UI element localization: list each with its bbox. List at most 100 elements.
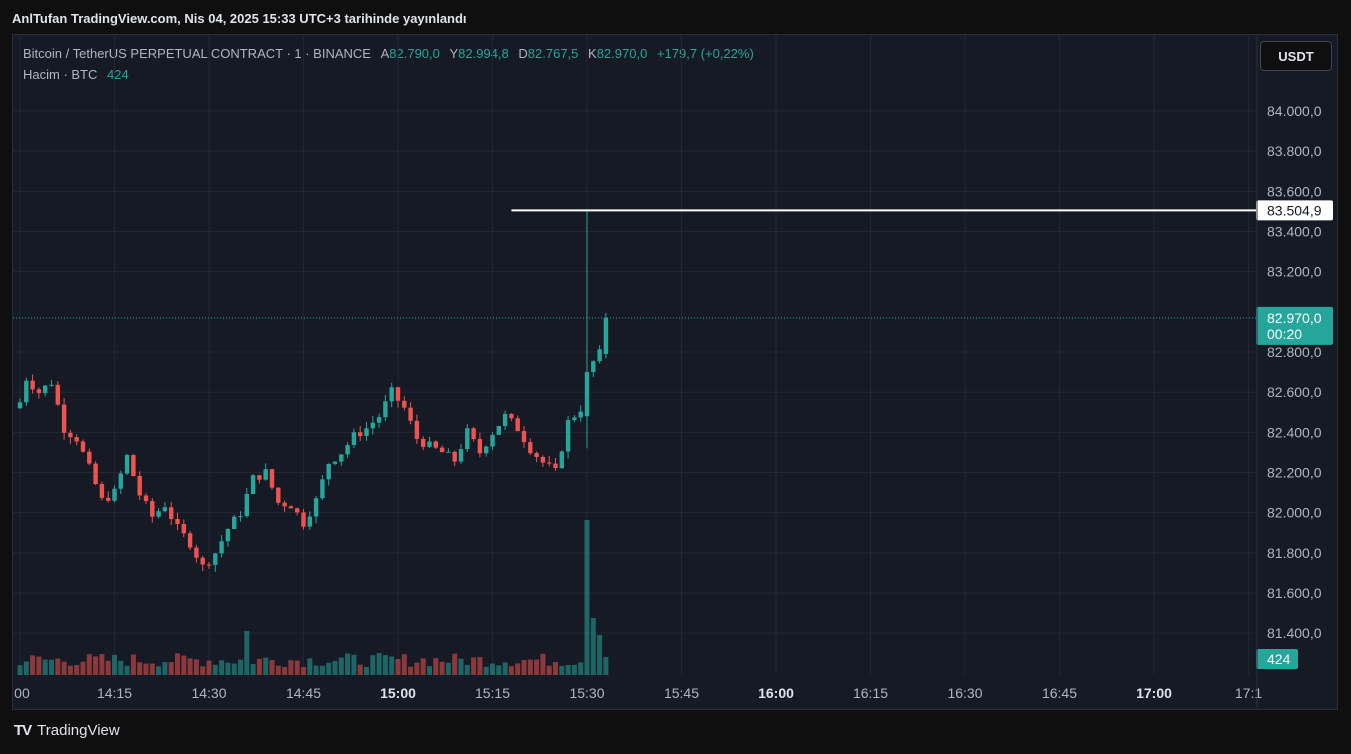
volume-bar [168, 662, 174, 675]
volume-bars [17, 520, 609, 675]
x-tick-label: 14:30 [191, 685, 226, 701]
candle-body [112, 488, 117, 501]
candle-body [515, 418, 520, 432]
axes: 84.000,0 83.800,0 83.600,0 83.400,0 83.200,0… [13, 35, 1322, 709]
volume-bar [458, 658, 464, 675]
candle-body [269, 469, 275, 488]
x-tick-label: 17:00 [1136, 685, 1172, 701]
volume-bar [23, 661, 29, 675]
volume-bar [502, 662, 508, 675]
volume-bar [301, 666, 306, 675]
volume-bar [332, 660, 338, 675]
volume-bar [389, 656, 395, 675]
overlays: 82.970,000:20 83.504,9 424 [13, 200, 1333, 669]
x-tick-label: 17:1 [1235, 685, 1262, 701]
candle-body [383, 401, 388, 418]
volume-bar [338, 657, 344, 675]
volume-label[interactable]: Hacim · BTC [23, 67, 98, 82]
volume-bar [351, 654, 357, 675]
candle-body [484, 446, 489, 454]
volume-bar [187, 658, 193, 675]
volume-bar [427, 666, 432, 675]
candle-body [547, 462, 552, 464]
candle-body [439, 447, 445, 453]
volume-bar [244, 631, 250, 675]
candle-body [313, 498, 319, 517]
candle-body [30, 380, 35, 390]
candles [17, 210, 609, 572]
volume-bar [130, 654, 136, 675]
candle-body [446, 451, 451, 453]
volume-bar [263, 657, 269, 675]
candle-body [509, 413, 514, 419]
candle-body [238, 516, 243, 518]
candle-body [162, 507, 168, 512]
x-tick-label: 14:45 [286, 685, 321, 701]
tradingview-logo-icon: TV [14, 722, 32, 739]
close-value: 82.970,0 [596, 46, 648, 61]
candle-body [93, 463, 98, 485]
volume-bar [282, 666, 288, 675]
candle-body [288, 506, 294, 509]
candle-body [351, 432, 357, 445]
volume-bar [445, 662, 451, 675]
candle-body [490, 434, 495, 447]
volume-bar [540, 653, 546, 675]
volume-bar [597, 635, 603, 675]
candle-body [137, 476, 142, 496]
volume-bar [376, 653, 382, 675]
volume-bar [452, 653, 458, 675]
candle-body [597, 349, 602, 362]
y-tick-label: 83.200,0 [1267, 264, 1322, 280]
volume-bar [471, 657, 477, 675]
volume-bar [193, 659, 199, 675]
candle-body [194, 547, 199, 558]
x-tick-label: 15:45 [664, 685, 699, 701]
volume-bar [490, 663, 495, 675]
candle-body [219, 541, 224, 554]
volume-bar [49, 659, 54, 675]
volume-bar [326, 662, 332, 675]
volume-bar [156, 666, 162, 675]
volume-bar [61, 661, 67, 675]
high-value: 82.994,8 [458, 46, 509, 61]
volume-bar [565, 664, 571, 675]
volume-bar [86, 654, 92, 675]
tradingview-logo[interactable]: TV TradingView [14, 722, 120, 739]
volume-bar [578, 662, 584, 675]
candle-body [257, 475, 262, 480]
volume-bar [496, 665, 502, 675]
x-tick-label: 15:00 [380, 685, 416, 701]
candle-body [603, 317, 609, 355]
y-tick-label: 84.000,0 [1267, 103, 1322, 119]
candle-body [540, 456, 546, 463]
candle-body [118, 473, 123, 489]
volume-bar [345, 653, 351, 675]
volume-bar [508, 666, 514, 675]
volume-bar [590, 618, 596, 675]
currency-button[interactable]: USDT [1260, 41, 1332, 71]
candle-body [206, 564, 212, 566]
volume-bar [433, 658, 439, 675]
candle-body [364, 428, 369, 437]
candle-body [502, 413, 508, 427]
candle-body [465, 428, 470, 450]
x-tick-label: 16:00 [758, 685, 794, 701]
x-tick-label: 16:15 [853, 685, 888, 701]
volume-bar [112, 654, 117, 675]
symbol-name[interactable]: Bitcoin / TetherUS PERPETUAL CONTRACT · … [23, 46, 371, 61]
close-label: K [588, 46, 597, 61]
candle-body [68, 432, 73, 438]
chart-panel[interactable]: Bitcoin / TetherUS PERPETUAL CONTRACT · … [12, 34, 1338, 710]
candle-body [282, 502, 287, 507]
candle-body [301, 512, 306, 527]
y-tick-label: 82.200,0 [1267, 465, 1322, 481]
volume-bar [307, 658, 313, 675]
volume-bar [93, 656, 99, 675]
volume-bar [584, 520, 590, 675]
volume-bar [80, 661, 86, 675]
candle-body [169, 507, 174, 519]
y-tick-label: 83.600,0 [1267, 183, 1322, 199]
candle-body [187, 533, 193, 548]
